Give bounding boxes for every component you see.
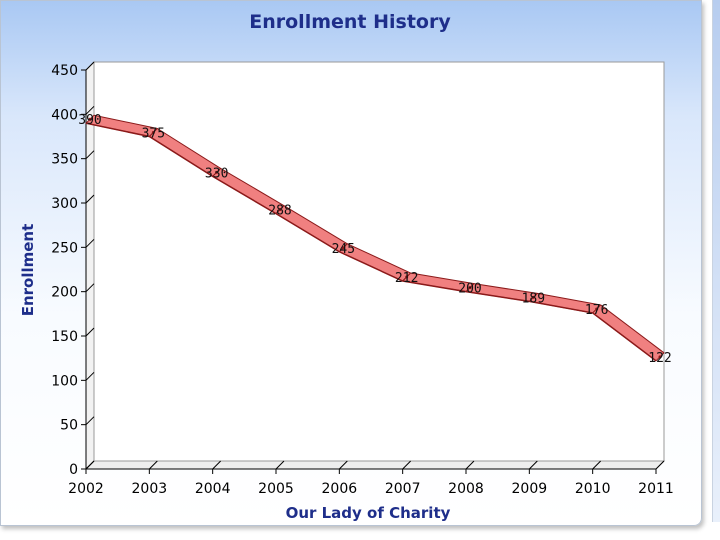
x-tick-label: 2003 — [132, 481, 168, 497]
x-tick-depth — [528, 460, 538, 470]
series-line-enrollment — [85, 122, 657, 362]
data-label: 200 — [458, 282, 481, 297]
data-point — [341, 246, 345, 250]
data-point — [88, 117, 92, 121]
y-tick-label: 350 — [51, 152, 78, 168]
x-tick-depth — [402, 460, 412, 470]
y-tick-depth — [85, 327, 95, 337]
data-label: 288 — [268, 204, 291, 219]
x-tick-depth — [85, 460, 95, 470]
x-tick-depth — [212, 460, 222, 470]
x-tick-depth — [275, 460, 285, 470]
x-tick-label: 2010 — [575, 481, 611, 497]
y-tick-label: 450 — [51, 63, 78, 79]
y-tick-depth — [85, 194, 95, 204]
y-tick-label: 250 — [51, 240, 78, 256]
y-tick-label: 300 — [51, 196, 78, 212]
data-label: 330 — [205, 166, 228, 181]
y-tick-label: 100 — [51, 373, 78, 389]
data-label: 189 — [522, 291, 545, 306]
data-point — [278, 208, 282, 212]
x-tick-label: 2006 — [322, 481, 358, 497]
y-tick-label: 400 — [51, 107, 78, 123]
chart-title: Enrollment History — [249, 11, 451, 33]
data-label: 375 — [142, 127, 165, 142]
x-tick-label: 2002 — [68, 481, 104, 497]
y-tick-depth — [85, 150, 95, 160]
x-tick-depth — [592, 460, 602, 470]
x-tick-depth — [655, 460, 665, 470]
x-tick-label: 2004 — [195, 481, 231, 497]
x-axis-title: Our Lady of Charity — [286, 504, 451, 522]
plot-floor — [84, 460, 666, 470]
x-tick-label: 2008 — [448, 481, 484, 497]
adjacent-panel-edge — [712, 0, 720, 522]
y-tick-depth — [85, 238, 95, 248]
data-point — [531, 295, 535, 299]
y-tick-label: 200 — [51, 285, 78, 301]
y-tick-label: 0 — [69, 462, 78, 478]
x-tick-depth — [465, 460, 475, 470]
y-tick-depth — [85, 283, 95, 293]
data-point — [595, 307, 599, 311]
y-axis-title: Enrollment — [19, 224, 37, 317]
data-point — [151, 131, 155, 134]
data-point — [215, 170, 219, 174]
x-tick-label: 2007 — [385, 481, 421, 497]
y-tick-depth — [85, 371, 95, 381]
x-tick-depth — [148, 460, 158, 470]
x-tick-label: 2011 — [638, 481, 674, 497]
data-label: 212 — [395, 271, 418, 286]
x-tick-depth — [338, 460, 348, 470]
y-tick-depth — [85, 105, 95, 115]
data-point — [405, 275, 409, 279]
y-tick-depth — [85, 416, 95, 426]
data-label: 122 — [648, 351, 671, 366]
y-tick-depth — [85, 61, 95, 71]
data-point — [658, 355, 662, 359]
x-tick-label: 2009 — [512, 481, 548, 497]
y-tick-label: 50 — [60, 418, 78, 434]
data-label: 390 — [78, 113, 101, 128]
data-label: 176 — [585, 303, 608, 318]
data-label: 245 — [332, 242, 355, 257]
plot-area: 0 50 100 150 200 250 300 350 400 450 2002 2003 2004 2… — [51, 60, 674, 497]
y-tick-label: 150 — [51, 329, 78, 345]
data-point — [468, 286, 472, 290]
x-tick-label: 2005 — [258, 481, 294, 497]
